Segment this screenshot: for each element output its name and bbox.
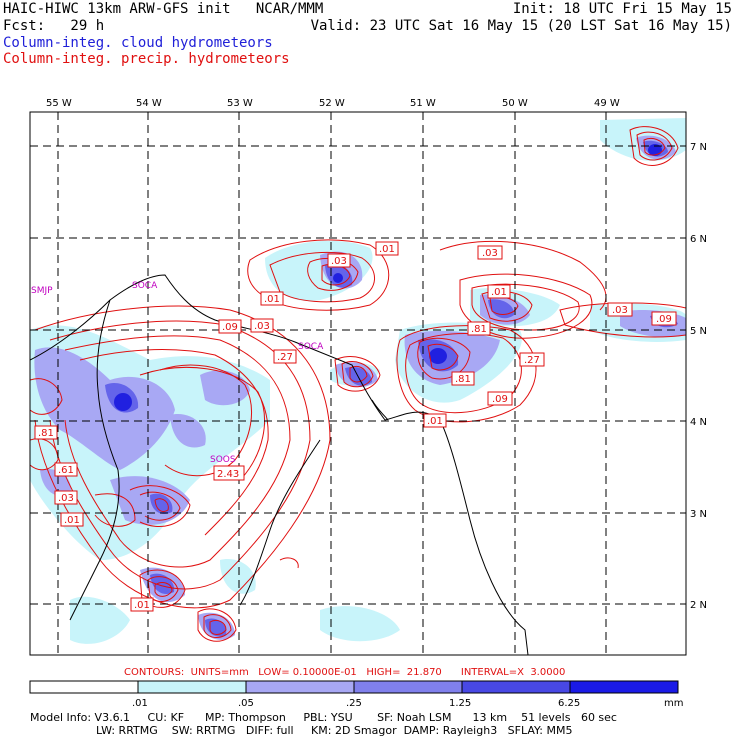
svg-text:.01: .01 xyxy=(64,515,80,526)
lon-label: 54 W xyxy=(136,98,162,109)
contour-label: .01 xyxy=(130,597,154,612)
contour-label: .01 xyxy=(487,284,511,299)
contour-label: .01 xyxy=(423,413,447,428)
lat-label: 6 N xyxy=(690,234,707,245)
colorbar-bin xyxy=(245,680,355,694)
colorbar-bin xyxy=(569,680,679,694)
svg-text:.01: .01 xyxy=(427,416,443,427)
contour-label: .03 xyxy=(327,253,351,268)
model-info-line2: LW: RRTMG SW: RRTMG DIFF: full KM: 2D Sm… xyxy=(96,724,573,737)
lon-label: 51 W xyxy=(410,98,436,109)
svg-text:.01: .01 xyxy=(491,287,507,298)
contour-label: 2.43 xyxy=(213,465,245,481)
map-frame xyxy=(29,111,687,656)
contour-info: CONTOURS: UNITS=mm LOW= 0.10000E-01 HIGH… xyxy=(124,667,566,678)
lat-labels: 7 N 6 N 5 N 4 N 3 N 2 N xyxy=(690,142,707,611)
station-labels: SMJP SOCA SOCA SOOS xyxy=(31,281,324,465)
lat-label: 2 N xyxy=(690,600,707,611)
init-time: Init: 18 UTC Fri 15 May 15 xyxy=(512,1,732,17)
contour-label: .03 xyxy=(477,245,503,260)
contour-label: .01 xyxy=(375,241,399,256)
forecast-hour: Fcst: 29 h xyxy=(3,18,105,34)
cloud-fill-mid xyxy=(34,135,686,640)
svg-text:2.43: 2.43 xyxy=(217,469,239,480)
lon-label: 53 W xyxy=(227,98,253,109)
svg-text:.61: .61 xyxy=(58,465,74,476)
contour-label: .09 xyxy=(218,319,242,334)
contour-label: .01 xyxy=(60,512,84,527)
lon-label: 52 W xyxy=(319,98,345,109)
contour-label: .61 xyxy=(54,462,78,477)
lon-label: 49 W xyxy=(594,98,620,109)
contour-label: .27 xyxy=(519,352,545,367)
svg-text:.01: .01 xyxy=(134,600,150,611)
cloud-fill-max xyxy=(114,144,662,411)
legend-cloud: Column-integ. cloud hydrometeors xyxy=(3,35,273,51)
svg-text:.03: .03 xyxy=(612,305,628,316)
lon-labels: 55 W 54 W 53 W 52 W 51 W 50 W 49 W xyxy=(46,98,620,109)
contour-label: .09 xyxy=(651,311,677,326)
colorbar-tick: 6.25 xyxy=(558,698,580,709)
colorbar-tick: .05 xyxy=(238,698,254,709)
station-label: SOCA xyxy=(298,342,324,352)
svg-text:.81: .81 xyxy=(471,324,487,335)
svg-text:.09: .09 xyxy=(492,394,508,405)
colorbar-bin xyxy=(137,680,247,694)
svg-text:.01: .01 xyxy=(379,244,395,255)
svg-text:.09: .09 xyxy=(656,314,672,325)
contour-label: .09 xyxy=(487,391,513,406)
svg-text:.03: .03 xyxy=(482,248,498,259)
contour-label: .03 xyxy=(250,318,274,333)
svg-text:.01: .01 xyxy=(264,294,280,305)
colorbar-tick: .25 xyxy=(346,698,362,709)
colorbar-bin xyxy=(353,680,463,694)
contour-label: .81 xyxy=(467,321,491,336)
contour-label: .01 xyxy=(260,291,284,306)
svg-text:.27: .27 xyxy=(277,352,293,363)
valid-time: Valid: 23 UTC Sat 16 May 15 (20 LST Sat … xyxy=(310,18,732,34)
colorbar-units: mm xyxy=(664,698,683,709)
svg-text:.03: .03 xyxy=(58,493,74,504)
lat-label: 5 N xyxy=(690,326,707,337)
svg-text:.03: .03 xyxy=(254,321,270,332)
contour-label: .81 xyxy=(451,371,475,386)
lon-label: 55 W xyxy=(46,98,72,109)
contour-label: .03 xyxy=(54,490,78,505)
lat-label: 4 N xyxy=(690,417,707,428)
colorbar-tick: .01 xyxy=(132,698,148,709)
colorbar-bin xyxy=(461,680,571,694)
model-title: HAIC-HIWC 13km ARW-GFS init NCAR/MMM xyxy=(3,1,324,17)
station-label: SMJP xyxy=(31,286,53,296)
svg-text:.09: .09 xyxy=(222,322,238,333)
contour-labels: .03 .01 .03 .01 .09 .03 .27 .81 .27 .09 … xyxy=(34,241,677,612)
model-info-line1: Model Info: V3.6.1 CU: KF MP: Thompson P… xyxy=(30,711,617,724)
station-label: SOOS xyxy=(210,455,236,465)
svg-text:.81: .81 xyxy=(38,428,54,439)
svg-text:.27: .27 xyxy=(524,355,540,366)
lat-label: 3 N xyxy=(690,509,707,520)
lon-label: 50 W xyxy=(502,98,528,109)
contour-label: .03 xyxy=(607,302,633,317)
station-label: SOCA xyxy=(132,281,158,291)
contour-label: .27 xyxy=(273,349,297,364)
lat-label: 7 N xyxy=(690,142,707,153)
colorbar: .01 .05 .25 1.25 6.25 mm xyxy=(29,680,683,709)
colorbar-tick: 1.25 xyxy=(449,698,471,709)
colorbar-bin xyxy=(29,680,139,694)
legend-precip: Column-integ. precip. hydrometeors xyxy=(3,51,290,67)
svg-text:.03: .03 xyxy=(331,256,347,267)
contour-label: .81 xyxy=(34,425,58,440)
svg-text:.81: .81 xyxy=(455,374,471,385)
coastline xyxy=(30,274,529,655)
